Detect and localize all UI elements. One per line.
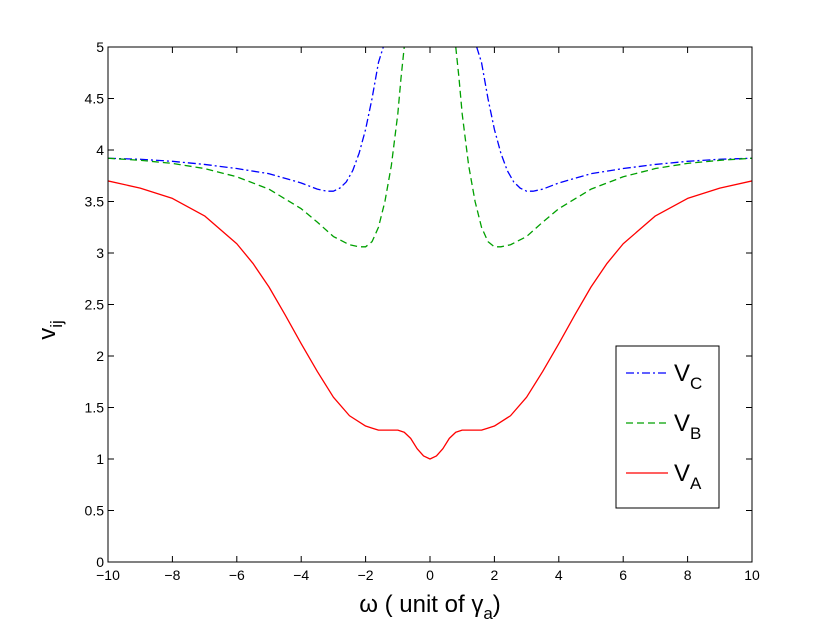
y-tick-label: 5	[96, 39, 104, 55]
y-tick-label: 0.5	[85, 503, 105, 519]
x-tick-label: −6	[229, 567, 245, 583]
y-tick-label: 2.5	[85, 297, 105, 313]
y-tick-label: 4.5	[85, 91, 105, 107]
legend-label: VA	[674, 460, 702, 493]
series-line	[108, 47, 405, 248]
legend-label: VB	[674, 410, 701, 443]
legend-box	[615, 345, 720, 509]
x-tick-label: 0	[426, 567, 434, 583]
series-line	[108, 180, 752, 460]
legend-label: VC	[674, 360, 702, 393]
y-tick-label: 1	[96, 451, 104, 467]
ticks-layer: −10 −8 −6 −4 −2 0 2 4 6 8 10 0 0.5 1 1.5 2 2.5 3 3.5 4 4.5 5	[85, 39, 760, 583]
y-tick-label: 4	[96, 142, 104, 158]
series-VC	[108, 47, 752, 192]
x-tick-label: 10	[744, 567, 760, 583]
x-tick-label: 4	[555, 567, 563, 583]
series-line	[476, 47, 752, 192]
series-layer	[108, 47, 752, 460]
x-tick-label: −8	[164, 567, 180, 583]
series-line	[108, 47, 384, 192]
x-axis-label: ω ( unit of γa)	[359, 591, 501, 623]
y-tick-label: 3	[96, 245, 104, 261]
x-tick-label: 8	[684, 567, 692, 583]
x-tick-label: 2	[491, 567, 499, 583]
y-tick-label: 2	[96, 348, 104, 364]
y-tick-label: 0	[96, 554, 104, 570]
series-VB	[108, 47, 752, 248]
series-line	[455, 47, 752, 248]
x-tick-label: 6	[619, 567, 627, 583]
x-tick-label: −2	[358, 567, 374, 583]
x-tick-label: −10	[96, 567, 120, 583]
y-axis-label: vij	[34, 320, 66, 340]
x-tick-label: −4	[293, 567, 309, 583]
legend-entries: VC VB VA	[626, 360, 702, 493]
y-tick-label: 1.5	[85, 400, 105, 416]
legend: VC VB VA	[615, 345, 720, 509]
series-VA	[108, 180, 752, 460]
y-tick-label: 3.5	[85, 194, 105, 210]
